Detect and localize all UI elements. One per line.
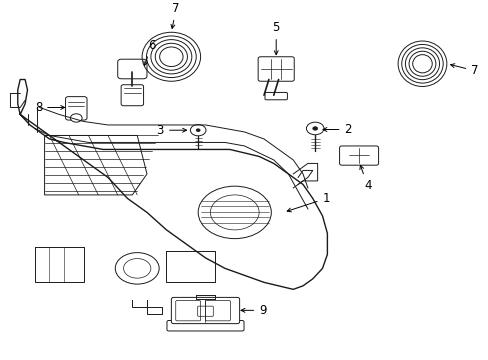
Text: 3: 3 — [156, 124, 186, 137]
Circle shape — [190, 125, 205, 136]
Circle shape — [70, 114, 82, 122]
FancyBboxPatch shape — [339, 146, 378, 165]
Text: 4: 4 — [359, 165, 371, 192]
Text: 7: 7 — [171, 2, 180, 28]
Text: 8: 8 — [35, 101, 64, 114]
Circle shape — [312, 127, 317, 130]
FancyBboxPatch shape — [264, 93, 287, 100]
FancyBboxPatch shape — [166, 320, 244, 331]
Text: 6: 6 — [143, 39, 155, 66]
Text: 5: 5 — [272, 21, 279, 55]
FancyBboxPatch shape — [121, 85, 143, 106]
FancyBboxPatch shape — [171, 297, 239, 324]
Circle shape — [196, 129, 200, 132]
FancyBboxPatch shape — [65, 96, 87, 120]
Text: 1: 1 — [286, 192, 329, 212]
Circle shape — [306, 122, 324, 135]
Text: 7: 7 — [450, 64, 478, 77]
FancyBboxPatch shape — [118, 59, 147, 79]
Text: 9: 9 — [241, 304, 266, 317]
FancyBboxPatch shape — [258, 57, 294, 81]
Text: 2: 2 — [322, 123, 351, 136]
